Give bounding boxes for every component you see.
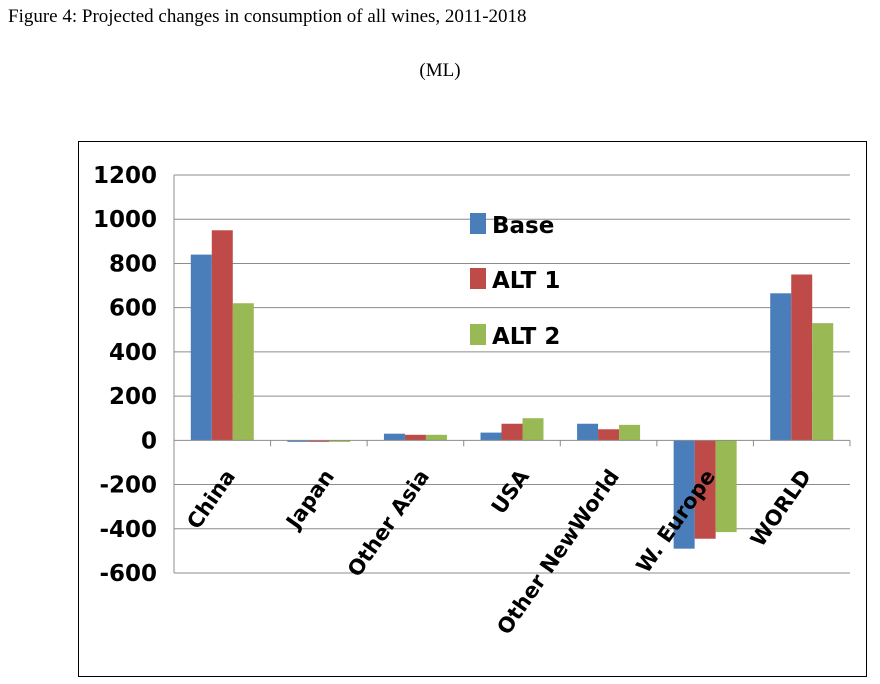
bar-alt-1 (501, 423, 523, 441)
bar-alt-2 (232, 303, 254, 441)
y-tick-label: 1000 (93, 207, 157, 233)
legend-swatch-base (470, 213, 486, 234)
legend-swatch-alt-1 (470, 268, 486, 289)
y-tick-label: 400 (109, 340, 157, 366)
bar-base (577, 423, 599, 441)
chart-frame (78, 141, 867, 677)
legend-label: ALT 1 (492, 268, 560, 294)
bar-base (673, 440, 695, 549)
bar-alt-1 (694, 440, 716, 539)
x-category-label: Japan (280, 465, 339, 535)
x-category-label: WORLD (746, 465, 816, 551)
figure-caption: Figure 4: Projected changes in consumpti… (8, 6, 527, 27)
y-tick-label: -600 (99, 561, 157, 587)
legend-label: Base (492, 213, 554, 239)
y-tick-label: 1200 (93, 163, 157, 189)
bar-alt-1 (211, 230, 233, 441)
x-category-label: China (182, 465, 240, 533)
bar-alt-2 (619, 424, 641, 441)
bar-base (190, 254, 212, 441)
bar-base (480, 432, 502, 441)
y-tick-label: 0 (141, 428, 157, 454)
unit-label: (ML) (419, 60, 461, 81)
x-category-label: Other Asia (343, 465, 434, 581)
y-tick-label: 600 (109, 296, 157, 322)
bar-alt-2 (522, 418, 544, 441)
bar-alt-1 (308, 440, 330, 442)
y-tick-label: -400 (99, 517, 157, 543)
legend-swatch-alt-2 (470, 324, 486, 345)
bar-alt-2 (715, 440, 737, 533)
bar-alt-1 (598, 429, 620, 441)
bar-base (770, 293, 792, 441)
y-tick-label: 200 (109, 384, 157, 410)
bar-base (287, 440, 309, 442)
bar-alt-2 (425, 434, 447, 441)
bar-alt-2 (812, 323, 834, 441)
y-tick-label: 800 (109, 251, 157, 277)
y-tick-label: -200 (99, 473, 157, 499)
bar-alt-1 (791, 274, 813, 441)
bar-alt-1 (404, 434, 426, 441)
bar-base (383, 433, 405, 441)
bar-alt-2 (329, 440, 351, 442)
legend-label: ALT 2 (492, 324, 560, 350)
x-category-label: USA (487, 464, 535, 518)
